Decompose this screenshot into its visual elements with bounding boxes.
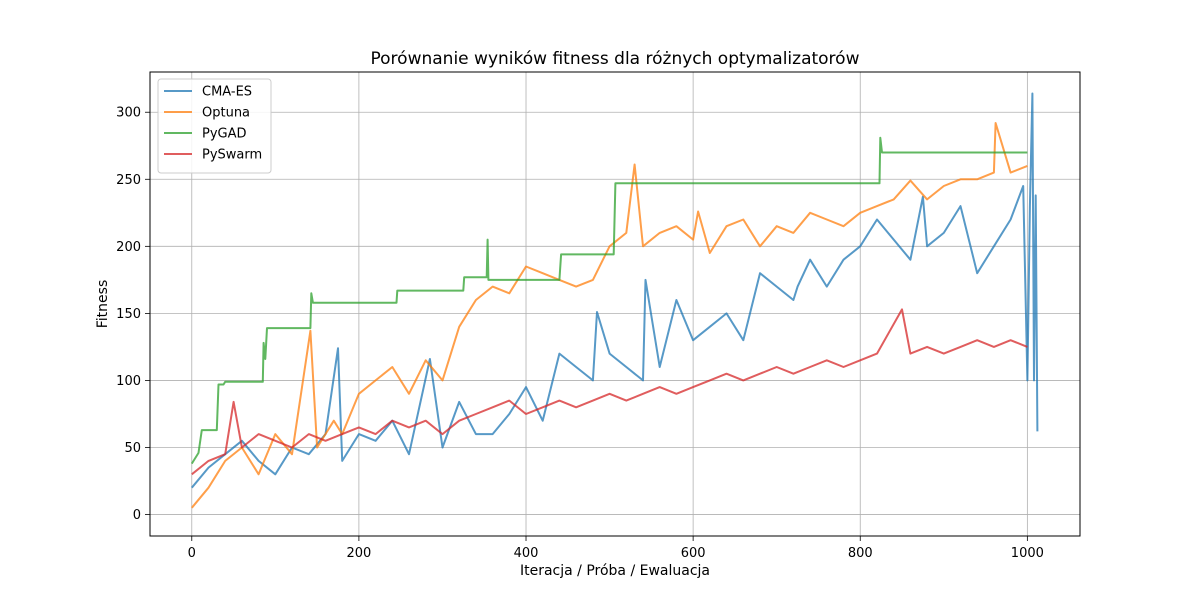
series-line-pyswarm [191,308,1028,476]
series-line-optuna [191,122,1028,509]
x-tick-label: 600 [681,546,706,561]
y-axis-ticks: 0 50 100 150 200 250 300 [116,106,150,523]
plot-frame [149,71,1081,537]
legend-label: PySwarm [202,148,262,163]
x-tick-label: 200 [346,546,371,561]
legend-label: Optuna [202,106,250,121]
x-tick-label: 0 [188,546,196,561]
chart-title: Porównanie wyników fitness dla różnych o… [371,49,860,69]
y-tick-label: 0 [133,508,141,523]
legend: CMA-ES Optuna PyGAD PySwarm [157,78,272,174]
series-line-pygad [190,136,1028,465]
grid-lines [150,72,1080,536]
x-axis-ticks: 0 200 400 600 800 1000 [188,536,1044,561]
y-tick-label: 50 [124,441,141,456]
y-tick-label: 250 [116,173,141,188]
legend-box [157,78,272,174]
x-axis-label: Iteracja / Próba / Ewaluacja [520,563,710,579]
series-line-cma-es [191,92,1039,489]
y-axis-label: Fitness [95,280,111,329]
legend-label: PyGAD [202,127,247,142]
x-tick-label: 400 [514,546,539,561]
y-tick-label: 300 [116,106,141,121]
x-tick-label: 800 [848,546,873,561]
series-lines [190,92,1039,509]
y-tick-label: 200 [116,240,141,255]
x-tick-label: 1000 [1011,546,1044,561]
y-tick-label: 150 [116,307,141,322]
legend-label: CMA-ES [202,85,252,100]
y-tick-label: 100 [116,374,141,389]
